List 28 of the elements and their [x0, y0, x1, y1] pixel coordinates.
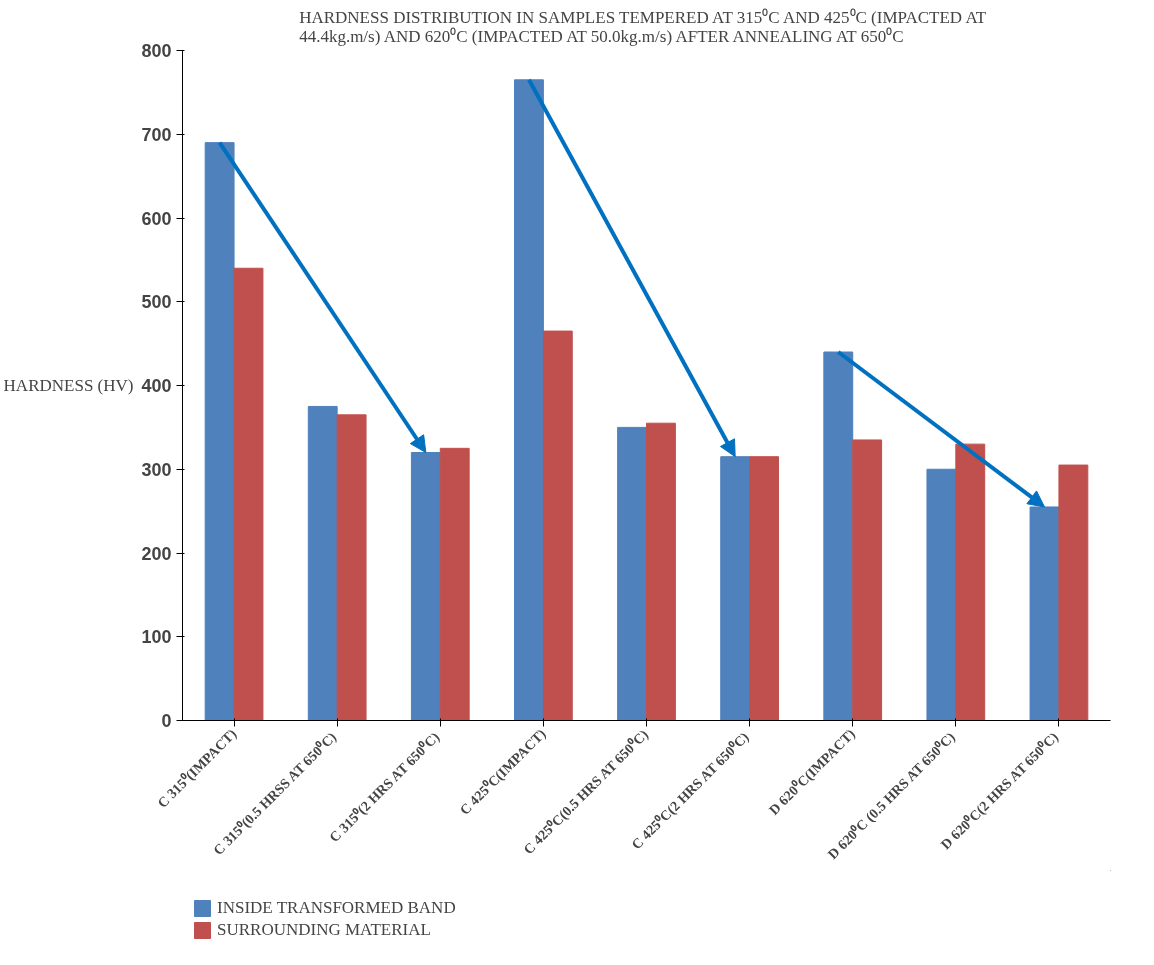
bar — [852, 439, 883, 721]
bar — [1058, 464, 1089, 721]
bar — [926, 468, 957, 721]
bar — [542, 330, 573, 721]
bar — [749, 456, 779, 721]
y-tick-label: 600 — [141, 208, 172, 229]
y-tick-label: 300 — [141, 459, 172, 480]
y-tick-label: 400 — [141, 376, 172, 396]
y-tick-label: 200 — [141, 543, 172, 564]
bar — [439, 447, 470, 721]
legend-label: SURROUNDING MATERIAL — [217, 920, 431, 940]
y-tick-label: 0 — [161, 711, 172, 731]
bar — [646, 422, 676, 721]
y-axis-title: HARDNESS (HV) — [3, 376, 134, 395]
bar — [514, 79, 544, 721]
y-tick-label: 700 — [141, 124, 172, 145]
bar — [617, 426, 647, 721]
bar — [204, 142, 235, 721]
y-tick-label: 100 — [141, 627, 172, 648]
y-tick-label: 500 — [141, 292, 172, 313]
bar — [233, 267, 264, 721]
bar — [955, 443, 986, 721]
y-tick-label: 800 — [141, 41, 172, 61]
chart-title: HARDNESS DISTRIBUTION IN SAMPLES TEMPERED AT 315⁰C AND 425⁰C (IMPACTED AT 44.4kg.m/s) AND 620⁰C (IMPACTED AT 50.0kg.m/s) AFTER ANNEALING AT 650⁰C — [299, 7, 987, 46]
bar — [823, 351, 854, 721]
legend-label: INSIDE TRANSFORMED BAND — [217, 898, 456, 918]
bar — [307, 405, 338, 721]
bar — [336, 414, 367, 721]
